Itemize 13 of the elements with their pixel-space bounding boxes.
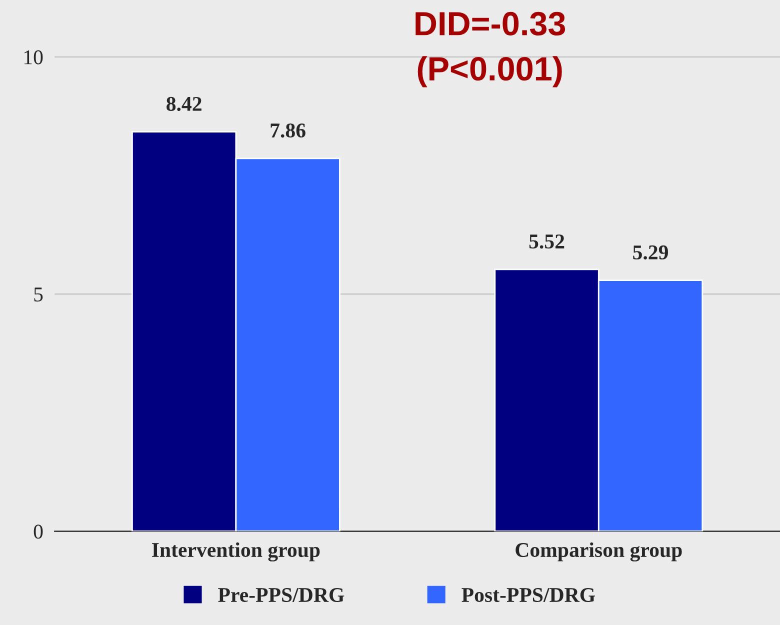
y-tick-label: 5 bbox=[34, 288, 43, 302]
data-label: 8.42 bbox=[166, 96, 202, 112]
legend-label: Post-PPS/DRG bbox=[462, 588, 596, 602]
y-tick-label: 10 bbox=[24, 50, 43, 64]
data-label: 7.86 bbox=[270, 123, 306, 138]
legend-label: Pre-PPS/DRG bbox=[218, 588, 344, 602]
x-tick-label: Comparison group bbox=[516, 542, 682, 562]
x-tick-label: Intervention group bbox=[152, 542, 320, 562]
data-label: 5.52 bbox=[529, 234, 564, 249]
data-label: 5.29 bbox=[633, 245, 668, 260]
annotation: (P<0.001) bbox=[418, 56, 562, 88]
annotation: DID=-0.33 bbox=[416, 12, 566, 36]
y-tick-label: 0 bbox=[34, 524, 43, 539]
